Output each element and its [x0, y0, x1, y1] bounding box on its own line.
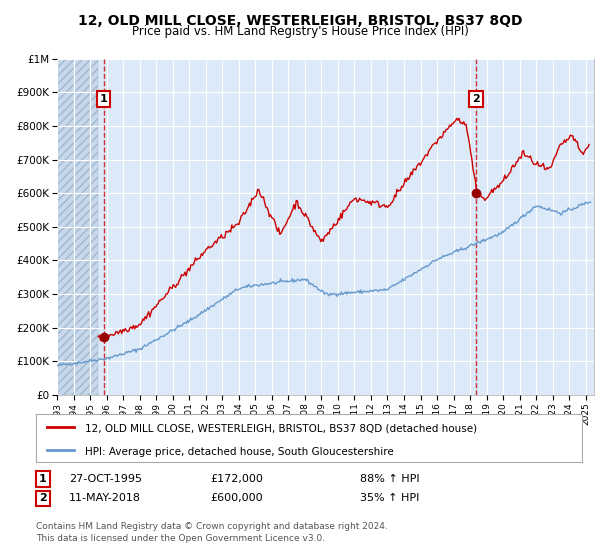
Text: 12, OLD MILL CLOSE, WESTERLEIGH, BRISTOL, BS37 8QD (detached house): 12, OLD MILL CLOSE, WESTERLEIGH, BRISTOL… — [85, 424, 477, 433]
Text: £172,000: £172,000 — [210, 474, 263, 484]
Text: 35% ↑ HPI: 35% ↑ HPI — [360, 493, 419, 503]
Text: 2: 2 — [39, 493, 47, 503]
Text: HPI: Average price, detached house, South Gloucestershire: HPI: Average price, detached house, Sout… — [85, 446, 394, 456]
Text: 12, OLD MILL CLOSE, WESTERLEIGH, BRISTOL, BS37 8QD: 12, OLD MILL CLOSE, WESTERLEIGH, BRISTOL… — [78, 14, 522, 28]
Text: £600,000: £600,000 — [210, 493, 263, 503]
Text: 1: 1 — [100, 94, 107, 104]
Text: 27-OCT-1995: 27-OCT-1995 — [69, 474, 142, 484]
Bar — [57, 59, 98, 395]
Text: 1: 1 — [39, 474, 47, 484]
Text: Contains HM Land Registry data © Crown copyright and database right 2024.
This d: Contains HM Land Registry data © Crown c… — [36, 522, 388, 543]
Text: Price paid vs. HM Land Registry's House Price Index (HPI): Price paid vs. HM Land Registry's House … — [131, 25, 469, 38]
Text: 88% ↑ HPI: 88% ↑ HPI — [360, 474, 419, 484]
Text: 11-MAY-2018: 11-MAY-2018 — [69, 493, 141, 503]
Bar — [57, 59, 98, 395]
Text: 2: 2 — [472, 94, 480, 104]
